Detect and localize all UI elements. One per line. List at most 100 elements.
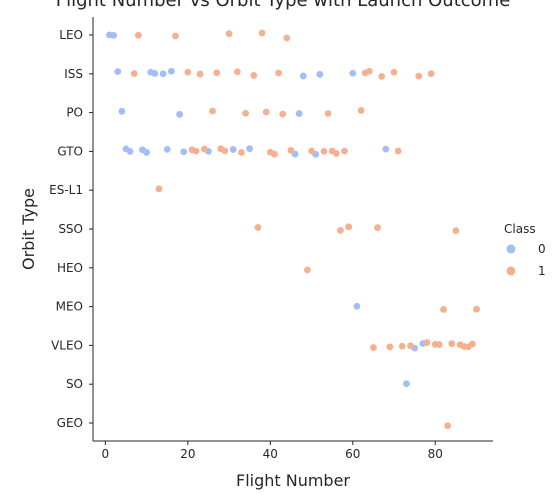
data-point-class-1 [242,109,249,117]
x-axis-title: Flight Number [236,471,350,490]
y-axis-title: Orbit Type [19,188,38,270]
data-point-class-1 [250,72,258,79]
data-point-class-1 [192,147,200,155]
y-tick-label: GEO [57,416,83,430]
data-point-class-1 [341,147,348,155]
y-tick-label: ES-L1 [49,183,83,197]
data-point-class-0 [163,145,171,153]
data-point-class-1 [271,150,278,158]
data-point-class-1 [435,341,443,348]
chart-title: Flight Number vs Orbit Type with Launch … [56,0,511,11]
data-point-class-1 [440,306,447,313]
data-point-class-1 [370,344,377,351]
data-point-class-0 [126,147,134,155]
data-point-class-1 [134,31,142,39]
x-axis-ticks: 0 20 40 60 80 [102,441,443,461]
data-point-class-1 [332,150,340,157]
y-tick-label: VLEO [51,338,83,352]
legend: Class 01 [504,222,546,278]
data-point-class-0 [180,148,188,156]
data-point-class-0 [143,149,151,156]
data-point-class-1 [308,147,315,155]
data-point-class-1 [184,68,192,76]
data-point-class-1 [452,227,460,234]
data-point-class-0 [110,31,118,39]
data-point-class-0 [114,68,122,75]
data-point-class-0 [349,69,357,77]
data-point-class-1 [398,342,406,350]
y-tick-label: MEO [56,300,83,314]
y-tick-label: LEO [59,28,83,42]
data-point-class-1 [283,34,291,42]
y-tick-label: ISS [64,67,83,81]
legend-marker-class-0 [506,244,516,254]
data-point-class-1 [258,29,266,37]
data-point-class-1 [320,147,328,155]
plot-area: LEO ISS PO GTO ES-L1 SSO HEO MEO VLEO SO GEO 0 20 40… [49,17,493,461]
legend-label: 1 [538,264,546,278]
data-point-class-1 [254,224,262,231]
y-tick-label: PO [66,106,83,120]
data-point-class-0 [299,72,307,80]
data-point-class-0 [353,302,361,310]
data-point-class-0 [382,145,390,153]
data-point-class-0 [159,70,167,78]
data-point-class-1 [415,72,423,80]
data-points [106,29,480,430]
data-point-class-1 [378,72,386,80]
legend-marker-class-1 [506,266,516,276]
data-point-class-1 [386,343,394,351]
data-point-class-0 [403,380,410,388]
data-point-class-1 [444,422,452,430]
data-point-class-1 [390,68,398,76]
data-point-class-1 [287,146,295,154]
data-point-class-1 [196,70,204,78]
data-point-class-1 [275,69,282,77]
data-point-class-1 [448,340,456,348]
data-point-class-1 [155,185,163,193]
x-tick-label: 60 [345,447,360,461]
y-tick-label: SO [66,377,83,391]
y-axis-ticks: LEO ISS PO GTO ES-L1 SSO HEO MEO VLEO SO GEO [49,28,93,430]
y-tick-label: SSO [58,222,83,236]
data-point-class-1 [394,147,402,155]
data-point-class-0 [167,67,175,75]
data-point-class-1 [345,223,353,231]
data-point-class-1 [468,340,476,348]
data-point-class-1 [337,227,344,234]
data-point-class-1 [238,149,245,156]
data-point-class-1 [365,67,373,75]
data-point-class-0 [246,145,254,153]
legend-title: Class [504,222,536,236]
data-point-class-1 [374,224,381,232]
data-point-class-1 [233,68,241,76]
data-point-class-1 [279,110,287,118]
data-point-class-1 [262,108,270,116]
data-point-class-1 [324,110,332,117]
data-point-class-1 [130,70,138,77]
y-tick-label: HEO [57,261,83,275]
data-point-class-0 [176,110,183,118]
data-point-class-1 [225,30,233,38]
data-point-class-0 [316,70,324,78]
y-tick-label: GTO [57,144,83,158]
data-point-class-1 [427,70,435,78]
data-point-class-1 [357,107,365,114]
data-point-class-0 [229,146,237,153]
data-point-class-1 [423,339,431,346]
x-tick-label: 20 [180,447,195,461]
data-point-class-1 [304,266,311,274]
data-point-class-0 [151,70,159,77]
data-point-class-1 [221,147,229,155]
data-point-class-0 [118,107,126,115]
legend-label: 0 [538,242,546,256]
data-point-class-1 [407,342,414,350]
data-point-class-1 [200,145,208,153]
x-tick-label: 0 [102,447,110,461]
data-point-class-1 [473,305,480,313]
data-point-class-0 [295,110,303,117]
data-point-class-1 [172,32,179,40]
x-tick-label: 40 [263,447,278,461]
legend-items: 01 [506,242,546,278]
